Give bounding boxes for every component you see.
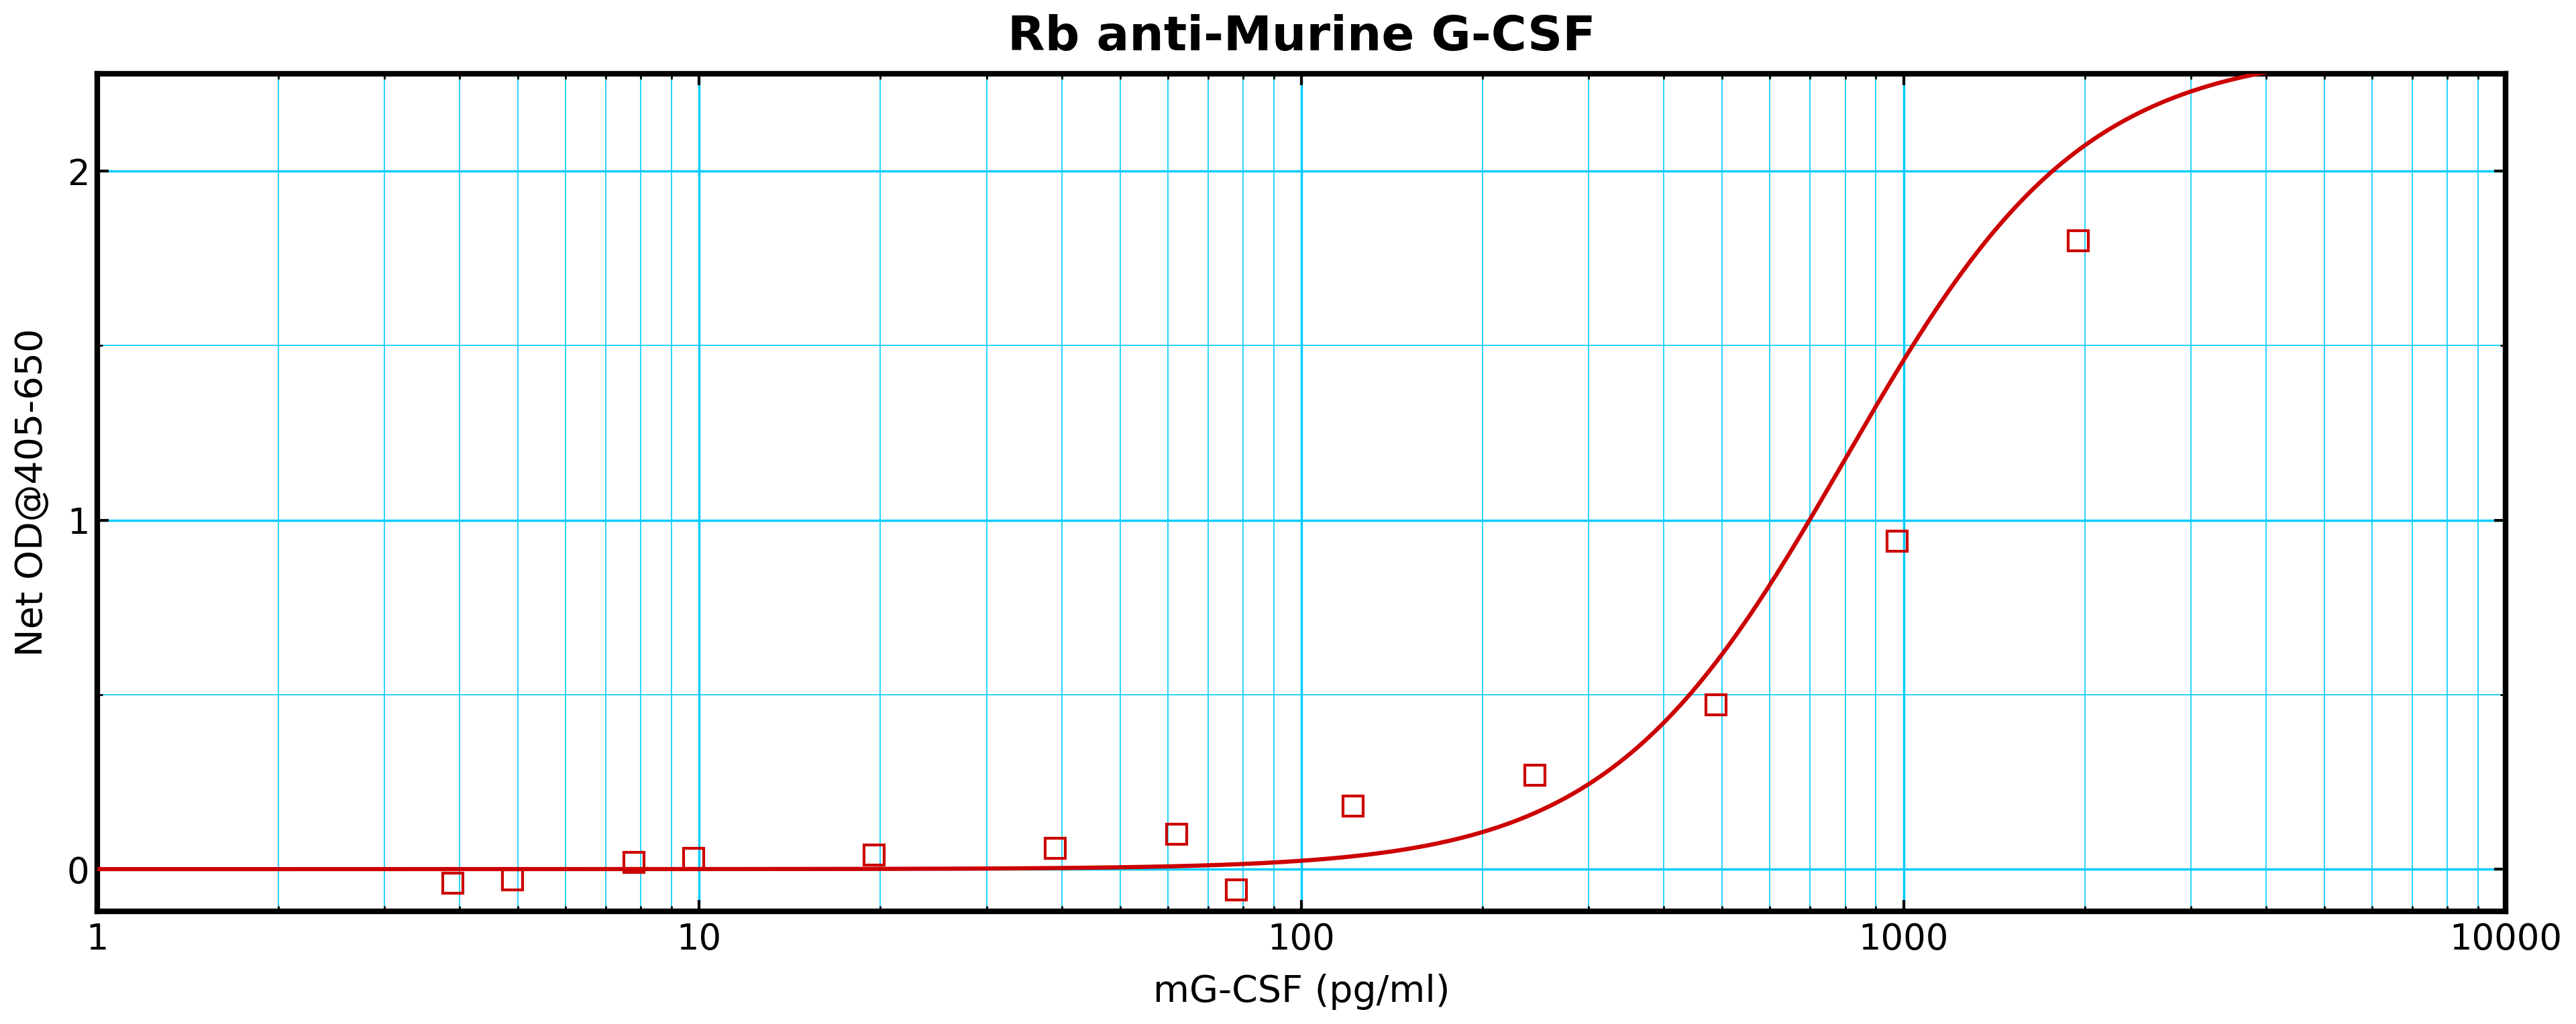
Y-axis label: Net OD@405-650: Net OD@405-650 [13,328,49,656]
X-axis label: mG-CSF (pg/ml): mG-CSF (pg/ml) [1154,974,1450,1010]
Title: Rb anti-Murine G-CSF: Rb anti-Murine G-CSF [1007,14,1595,60]
